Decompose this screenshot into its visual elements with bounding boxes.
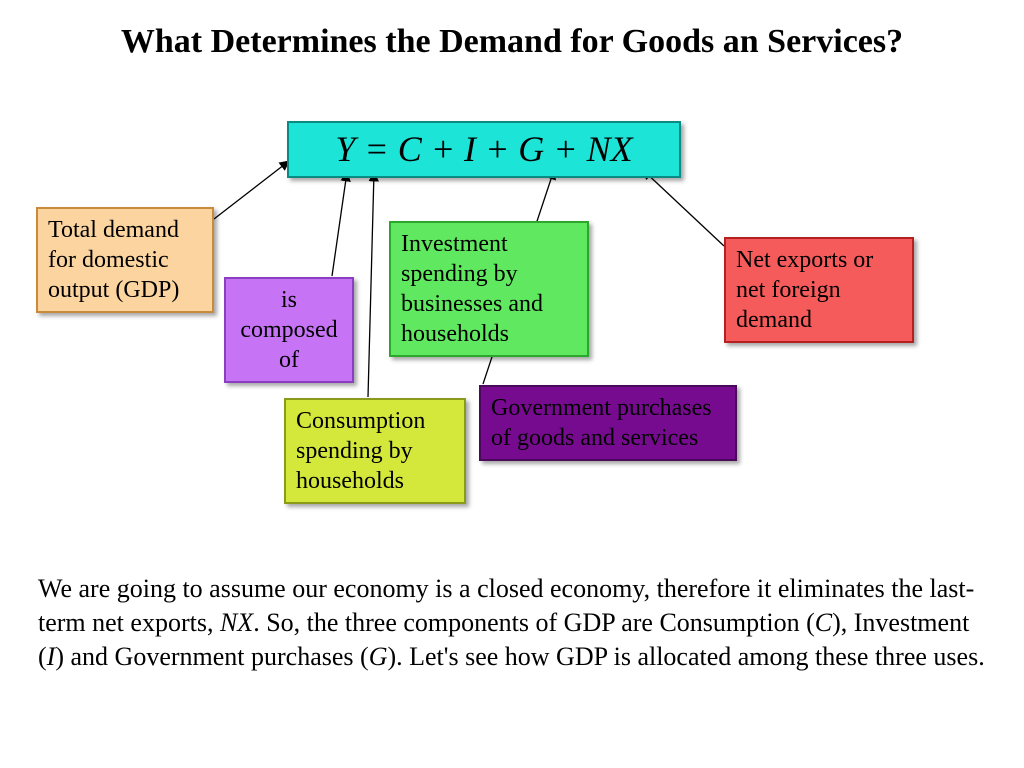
body-paragraph: We are going to assume our economy is a …	[38, 572, 988, 673]
box-government-purchases: Government purchases of goods and servic…	[479, 385, 737, 461]
equation-box: Y = C + I + G + NX	[287, 121, 681, 178]
box-investment-spending: Investment spending by businesses and ho…	[389, 221, 589, 357]
box-total-demand-gdp: Total demand for domestic output (GDP)	[36, 207, 214, 313]
box-consumption-spending: Consumption spending by households	[284, 398, 466, 504]
box-net-exports: Net exports or net foreign demand	[724, 237, 914, 343]
slide-title: What Determines the Demand for Goods an …	[0, 22, 1024, 63]
box-is-composed-of: is composed of	[224, 277, 354, 383]
